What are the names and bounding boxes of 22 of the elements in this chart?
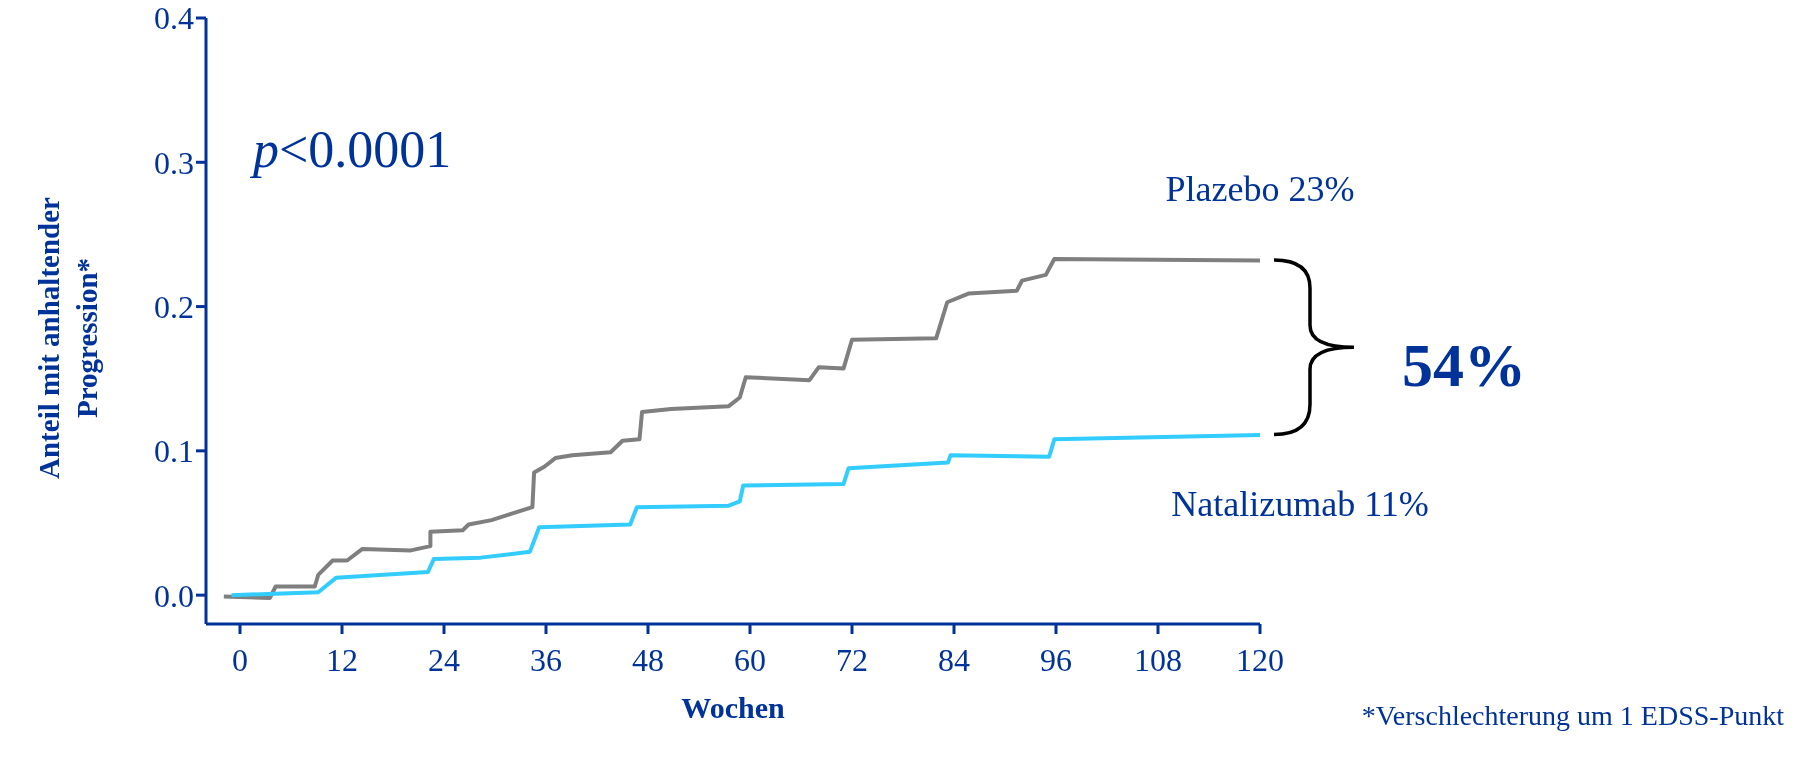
text: *Verschlechterung um 1 EDSS-Punkt: [1361, 700, 1784, 732]
x-axis-title: Wochen: [681, 691, 785, 724]
y-tick-label: 0.1: [154, 433, 194, 470]
y-tick-label: 0.3: [154, 144, 194, 181]
x-tick-label: 24: [428, 641, 460, 678]
y-tick-label: 0.2: [154, 288, 194, 325]
y-tick-label: 0.4: [154, 0, 194, 37]
x-tick-label: 96: [1040, 641, 1072, 678]
x-tick-label: 0: [232, 641, 248, 678]
x-tick-label: 12: [326, 641, 358, 678]
y-axis-title: Anteil mit anhaltender Progression*: [32, 196, 104, 481]
x-tick-label: 84: [938, 641, 970, 678]
x-tick-label: 108: [1134, 641, 1182, 678]
y-tick-label: 0.0: [154, 577, 194, 614]
x-tick-label: 120: [1236, 641, 1284, 678]
x-tick-label: 60: [734, 641, 766, 678]
text: 54%: [1402, 329, 1526, 401]
x-tick-label: 48: [632, 641, 664, 678]
x-tick-label: 36: [530, 641, 562, 678]
series-label: Natalizumab 11%: [1171, 483, 1429, 525]
series-label: Plazebo 23%: [1165, 168, 1355, 211]
x-tick-label: 72: [836, 641, 868, 678]
